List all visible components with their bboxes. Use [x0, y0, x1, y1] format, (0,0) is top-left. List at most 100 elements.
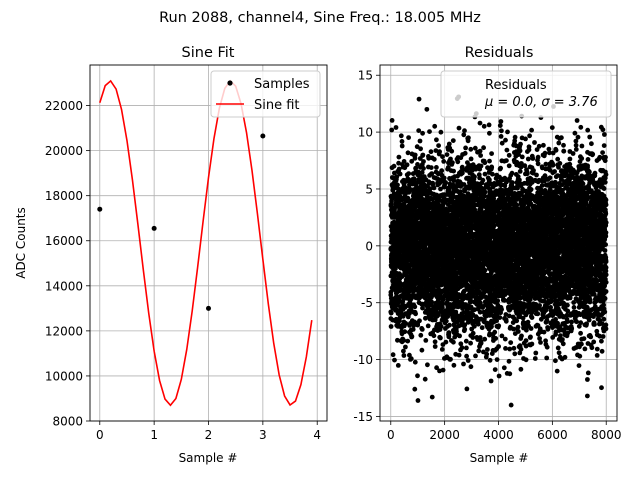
residual-point: [443, 180, 448, 185]
residual-point: [434, 165, 439, 170]
residual-point: [514, 318, 520, 324]
residual-point: [429, 171, 435, 177]
residual-point: [393, 125, 399, 130]
residual-point: [433, 148, 439, 154]
residual-point: [507, 346, 513, 352]
residual-point: [482, 171, 488, 177]
residual-point: [496, 344, 501, 349]
residual-point: [446, 330, 452, 336]
residual-point: [428, 149, 434, 155]
residual-point: [423, 338, 429, 343]
residual-point: [438, 335, 443, 341]
residual-point: [477, 120, 483, 126]
residual-point: [466, 135, 471, 141]
legend-samples-label: Samples: [254, 77, 310, 92]
residual-point: [407, 352, 412, 358]
residual-point: [401, 338, 407, 343]
residual-point: [456, 125, 462, 131]
residual-point: [417, 138, 423, 144]
residual-point: [392, 357, 397, 363]
residual-point: [421, 166, 426, 171]
residual-point: [412, 359, 418, 365]
y-tick-label: 20000: [45, 144, 83, 158]
residual-point: [439, 305, 445, 310]
residual-point: [396, 297, 402, 303]
residual-point: [418, 146, 423, 152]
residual-point: [503, 318, 509, 324]
residual-point: [487, 158, 492, 164]
residual-point: [405, 338, 411, 344]
residual-point: [460, 170, 465, 176]
residual-point: [418, 332, 424, 338]
residual-point: [407, 188, 413, 194]
sine-fit-line: [99, 79, 313, 407]
residual-point: [441, 159, 447, 164]
sine-fit-xlabel: Sample #: [179, 451, 238, 465]
residual-point: [517, 148, 523, 154]
residual-point: [432, 339, 438, 345]
residual-point: [490, 171, 495, 177]
residual-point: [470, 330, 476, 336]
residual-point: [482, 189, 488, 195]
residual-point: [462, 326, 468, 332]
residual-point: [390, 352, 396, 358]
residual-point: [485, 347, 490, 352]
sample-point: [97, 206, 103, 212]
residual-point: [450, 138, 456, 144]
residual-point: [462, 150, 468, 156]
residual-point: [417, 318, 422, 324]
residual-point: [388, 324, 394, 329]
residual-point: [468, 364, 474, 370]
residual-point: [396, 160, 401, 166]
residual-point: [396, 166, 402, 172]
residual-point: [518, 141, 523, 147]
residual-point: [399, 143, 405, 149]
residual-point: [492, 367, 498, 372]
residual-point: [468, 146, 474, 152]
residual-point: [419, 170, 425, 175]
residual-point: [395, 337, 400, 343]
residual-point: [519, 154, 525, 160]
residual-point: [501, 365, 507, 371]
residual-point: [482, 267, 488, 273]
residual-point: [479, 325, 485, 331]
residual-point: [443, 318, 449, 324]
sine-fit-title: Sine Fit: [182, 45, 235, 61]
residual-point: [506, 163, 512, 169]
residual-point: [432, 344, 438, 349]
residual-point: [415, 322, 421, 328]
residual-point: [484, 351, 490, 357]
residual-point: [427, 129, 432, 135]
residual-point: [389, 127, 395, 133]
residual-point: [420, 152, 426, 158]
residual-point: [438, 129, 444, 135]
residual-point: [477, 335, 483, 340]
y-tick-label: 18000: [45, 189, 83, 203]
residual-point: [482, 336, 488, 342]
x-tick-label: 1: [150, 428, 158, 442]
residual-point: [450, 160, 455, 166]
residual-point: [459, 345, 465, 351]
residual-point: [453, 309, 459, 315]
residual-point: [496, 323, 502, 329]
residual-point: [425, 323, 431, 329]
residual-point: [402, 329, 408, 335]
residual-point: [504, 158, 509, 164]
y-tick-label: 22000: [45, 99, 83, 113]
residual-point: [488, 378, 494, 384]
residual-point: [463, 145, 468, 151]
residual-point: [423, 315, 428, 321]
residuals-panel: Residuals 0 2000 4000 6000 8000-15-10-505101…: [353, 45, 621, 465]
residual-point: [481, 145, 486, 151]
residual-point: [518, 366, 524, 372]
residual-point: [397, 171, 403, 177]
residual-point: [388, 310, 394, 316]
residual-point: [412, 152, 418, 158]
residual-point: [420, 130, 425, 136]
residual-point: [464, 386, 470, 392]
y-tick-label: 12000: [45, 324, 83, 338]
residual-point: [413, 311, 418, 317]
residual-point: [457, 333, 462, 339]
residual-point: [495, 298, 501, 304]
residual-point: [509, 170, 515, 176]
